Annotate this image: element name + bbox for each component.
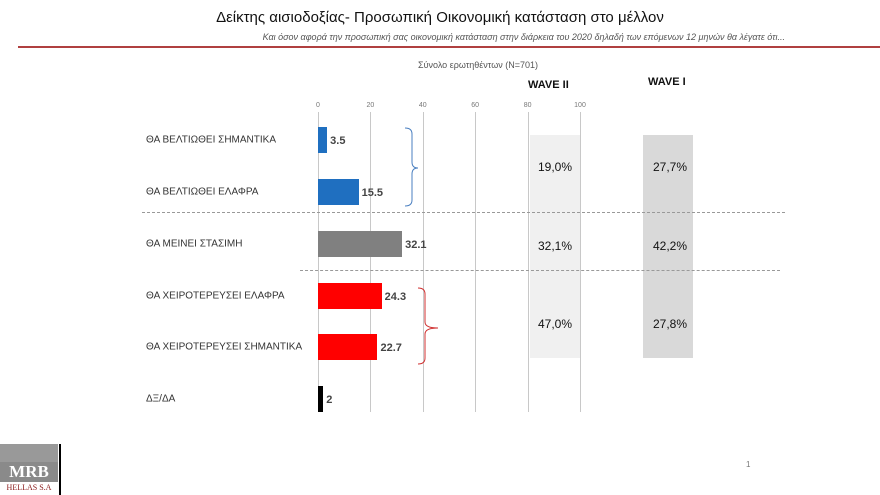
page-number: 1 [746, 460, 751, 469]
wave-column-1 [643, 135, 693, 358]
value-label: 22.7 [380, 342, 402, 354]
wave-value: 47,0% [537, 317, 573, 331]
category-label: ΔΞ/ΔΑ [146, 393, 176, 405]
category-label: ΘΑ ΧΕΙΡΟΤΕΡΕΥΣΕΙ ΣΗΜΑΝΤΙΚΑ [146, 341, 303, 353]
value-label: 15.5 [361, 187, 384, 199]
tick-label: 60 [471, 102, 480, 109]
gridline [580, 112, 581, 412]
tick-label: 20 [366, 102, 375, 109]
mrb-logo: MRB HELLAS S.A [0, 444, 61, 495]
bar [318, 386, 324, 412]
tick-label: 100 [574, 102, 586, 109]
bar [318, 231, 403, 257]
tick-label: 0 [316, 102, 320, 109]
tick-label: 80 [523, 102, 532, 109]
value-label: 24.3 [384, 291, 407, 303]
wave-value: 27,8% [652, 317, 688, 331]
wave-value: 27,7% [652, 160, 688, 174]
gridline [422, 112, 424, 412]
bar [318, 334, 378, 360]
wave-column-0 [530, 135, 580, 358]
page-title: Δείκτης αισιοδοξίας- Προσωπική Οικονομικ… [216, 9, 664, 26]
value-label: 3.5 [330, 135, 346, 147]
category-label: ΘΑ ΜΕΙΝΕΙ ΣΤΑΣΙΜΗ [146, 238, 243, 250]
wave-label-1: WAVE I [648, 76, 686, 88]
gridline [370, 112, 372, 412]
gridline [318, 112, 319, 412]
gridline [527, 112, 529, 412]
category-label: ΘΑ ΒΕΛΤΙΩΘΕΙ ΣΗΜΑΝΤΙΚΑ [146, 134, 276, 146]
bar [318, 283, 382, 309]
separator-line [300, 270, 780, 271]
page-subtitle: Και όσον αφορά την προσωπική σας οικονομ… [262, 32, 785, 42]
red-brace [417, 287, 439, 365]
blue-brace [404, 127, 419, 207]
tick-label: 40 [418, 102, 427, 109]
title-divider [18, 46, 880, 48]
wave-value: 32,1% [537, 239, 573, 253]
gridline [475, 112, 477, 412]
value-label: 32.1 [405, 239, 427, 251]
value-label: 2 [326, 394, 333, 406]
wave-value: 19,0% [537, 160, 573, 174]
separator-line [142, 212, 785, 213]
brace-markers [404, 127, 439, 365]
bar [318, 179, 359, 205]
category-label: ΘΑ ΧΕΙΡΟΤΕΡΕΥΣΕΙ ΕΛΑΦΡΑ [146, 290, 285, 302]
chart-title: Σύνολο ερωτηθέντων (N=701) [418, 60, 539, 70]
wave-value: 42,2% [652, 239, 688, 253]
bar [318, 127, 328, 153]
category-label: ΘΑ ΒΕΛΤΙΩΘΕΙ ΕΛΑΦΡΑ [146, 186, 259, 198]
wave-label-0: WAVE II [528, 79, 569, 91]
